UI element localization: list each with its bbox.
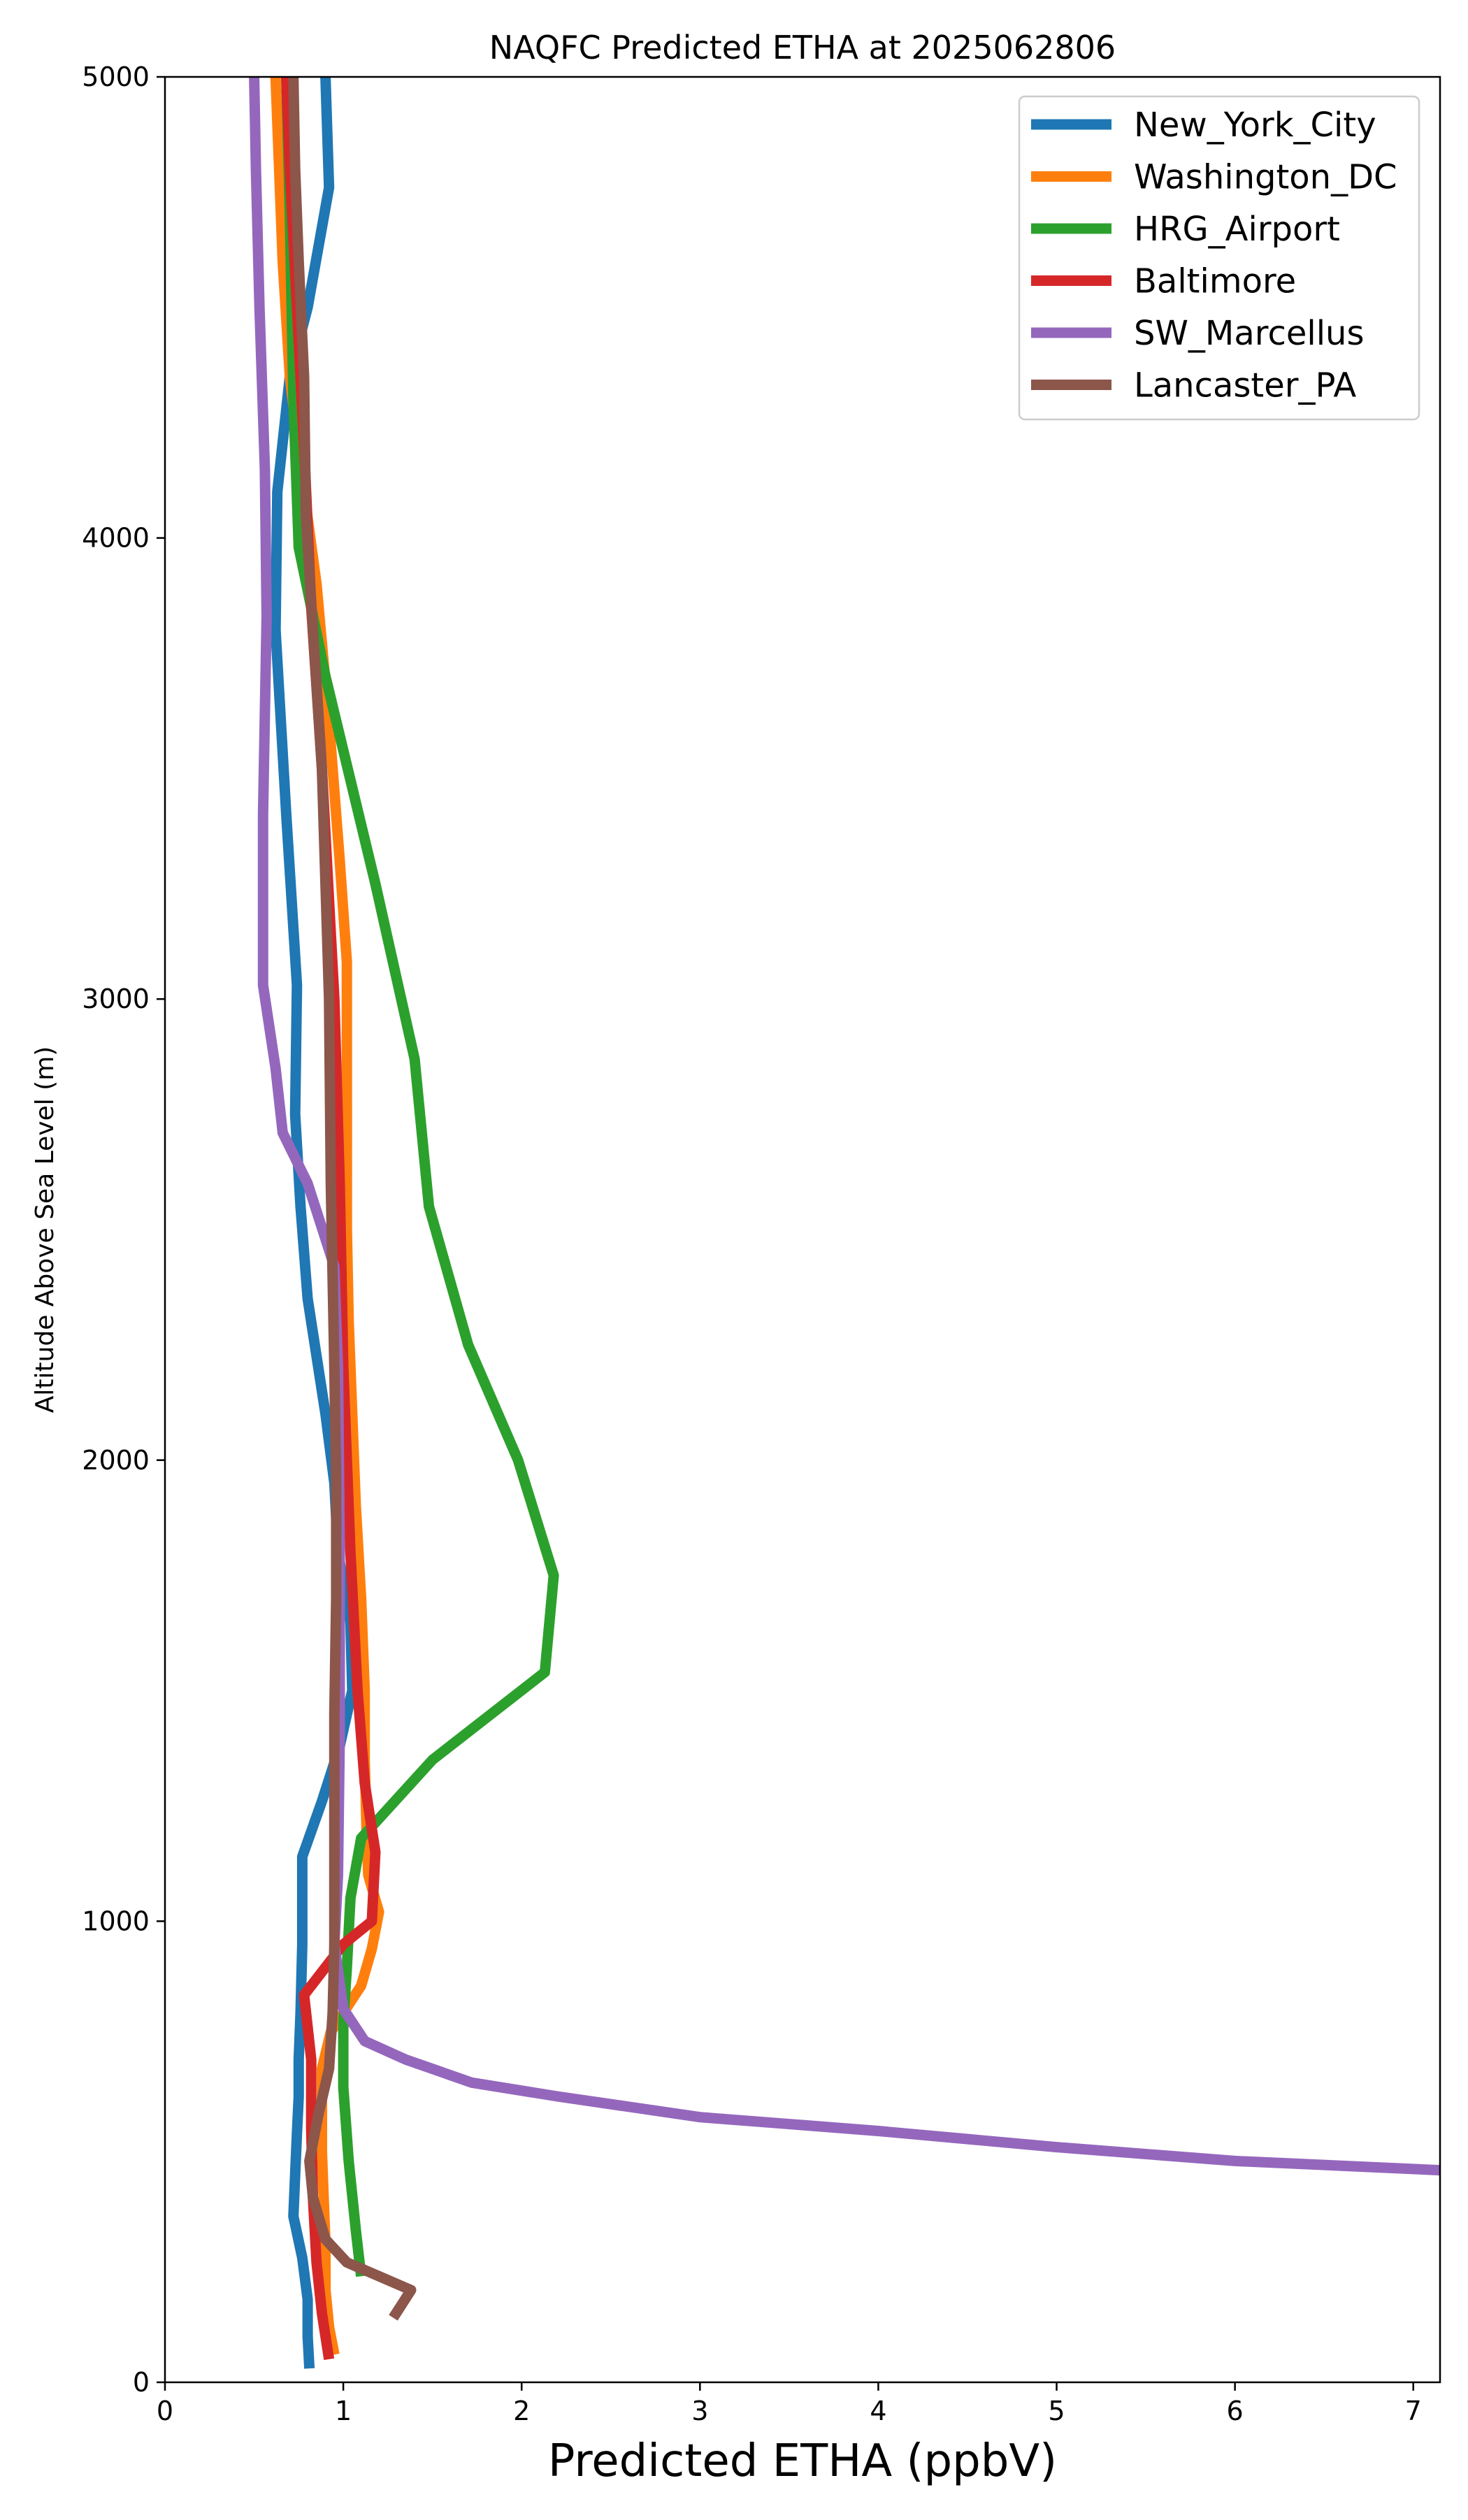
series-lines-layer — [249, 77, 1440, 2369]
series-line-washington-dc — [270, 77, 384, 2356]
x-tick-label: 5 — [1048, 2396, 1065, 2426]
legend-label-lancaster-pa: Lancaster_PA — [1134, 366, 1356, 405]
x-axis-label: Predicted ETHA (ppbV) — [548, 2435, 1057, 2487]
legend-label-sw-marcellus: SW_Marcellus — [1134, 314, 1364, 353]
plot-frame — [164, 75, 1441, 2384]
x-ticks-layer: 0 1 2 3 4 5 6 7 — [157, 2382, 1422, 2426]
series-line-new-york-city — [270, 77, 358, 2369]
y-tick-label: 0 — [133, 2367, 150, 2398]
legend-label-hrg-airport: HRG_Airport — [1134, 210, 1340, 249]
x-tick-label: 3 — [691, 2396, 708, 2426]
x-tick-label: 7 — [1405, 2396, 1422, 2426]
legend: New_York_City Washington_DC HRG_Airport Bal… — [1018, 95, 1420, 421]
y-tick-label: 1000 — [82, 1906, 150, 1936]
y-tick-label: 4000 — [82, 523, 150, 554]
y-tick-label: 3000 — [82, 984, 150, 1014]
x-tick-label: 4 — [870, 2396, 886, 2426]
y-tick-label: 2000 — [82, 1445, 150, 1476]
y-axis-label: Altitude Above Sea Level (m) — [31, 1046, 59, 1413]
y-tick-label: 5000 — [82, 62, 150, 92]
y-ticks-layer: 0 1000 2000 3000 4000 5000 — [82, 62, 165, 2398]
legend-box — [1018, 95, 1420, 421]
legend-label-baltimore: Baltimore — [1134, 262, 1296, 301]
x-tick-label: 1 — [335, 2396, 352, 2426]
legend-label-new-york-city: New_York_City — [1134, 106, 1376, 145]
legend-label-washington-dc: Washington_DC — [1134, 158, 1397, 197]
x-tick-label: 6 — [1227, 2396, 1244, 2426]
x-tick-label: 0 — [157, 2396, 173, 2426]
series-line-lancaster-pa — [288, 77, 417, 2321]
x-tick-label: 2 — [513, 2396, 530, 2426]
chart-title: NAQFC Predicted ETHA at 2025062806 — [489, 29, 1116, 66]
